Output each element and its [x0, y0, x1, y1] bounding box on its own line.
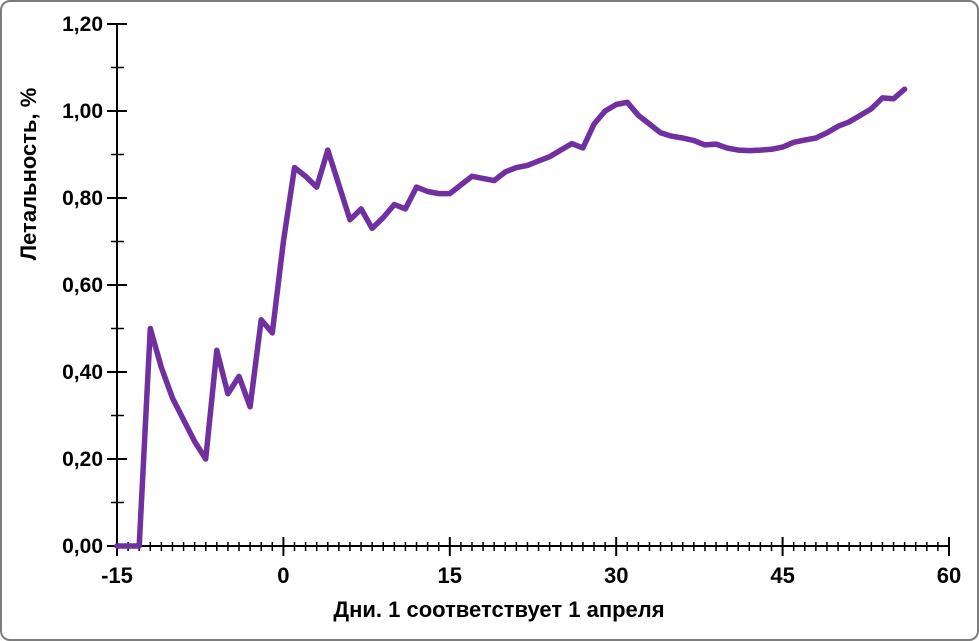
y-axis-title: Летальность, %: [16, 87, 41, 261]
y-tick-label: 1,00: [62, 100, 103, 123]
y-tick-label: 0,80: [62, 187, 103, 210]
x-tick-label: 45: [770, 563, 794, 588]
x-axis-title: Дни. 1 соответствует 1 апреля: [333, 597, 665, 622]
x-tick-label: 15: [438, 563, 462, 588]
y-tick-label: 0,60: [62, 274, 103, 297]
y-tick-label: 0,20: [62, 448, 103, 471]
series-line: [114, 86, 908, 549]
y-tick-label: 0,00: [62, 535, 103, 558]
x-tick-label: 0: [277, 563, 289, 588]
x-tick-label: -15: [101, 563, 133, 588]
y-tick-label: 1,20: [62, 13, 103, 36]
y-tick-label: 0,40: [62, 361, 103, 384]
x-tick-label: 30: [604, 563, 628, 588]
x-tick-label: 60: [937, 563, 961, 588]
